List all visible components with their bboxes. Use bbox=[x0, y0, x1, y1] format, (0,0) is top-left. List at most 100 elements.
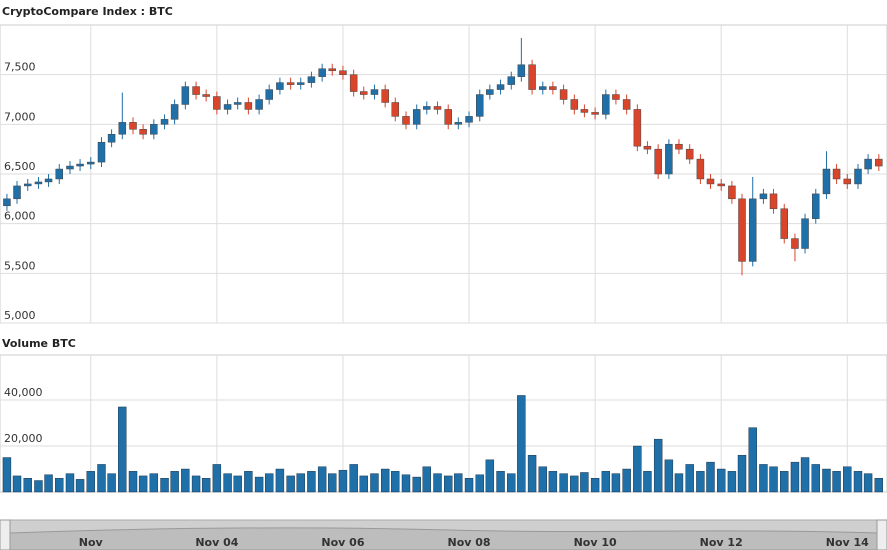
candle-body bbox=[728, 185, 736, 200]
candle-body bbox=[34, 181, 43, 185]
candle-body bbox=[612, 94, 620, 100]
volume-bar bbox=[212, 464, 222, 493]
candle-body bbox=[591, 112, 599, 115]
candle-body bbox=[107, 134, 116, 143]
volume-bar bbox=[496, 471, 505, 493]
candle-body bbox=[875, 158, 883, 167]
y-tick-label: 40,000 bbox=[4, 386, 43, 399]
candle-body bbox=[412, 109, 421, 125]
volume-bar bbox=[264, 473, 274, 493]
candle-body bbox=[602, 94, 610, 115]
volume-bar bbox=[706, 461, 715, 493]
volume-bar bbox=[317, 466, 327, 493]
candle-body bbox=[528, 64, 536, 90]
candle-body bbox=[507, 76, 516, 85]
candle-body bbox=[66, 165, 74, 170]
candle-body bbox=[118, 122, 127, 135]
candle-body bbox=[738, 198, 746, 262]
volume-bar bbox=[275, 468, 285, 493]
candle-body bbox=[202, 94, 210, 97]
candle-body bbox=[454, 122, 463, 125]
volume-bar bbox=[538, 466, 547, 493]
candle-body bbox=[223, 104, 232, 110]
volume-bar bbox=[853, 471, 863, 493]
volume-bar bbox=[296, 473, 305, 493]
volume-bar bbox=[359, 475, 368, 493]
volume-bar bbox=[454, 473, 463, 493]
volume-bar bbox=[580, 472, 589, 493]
volume-bar bbox=[737, 455, 747, 493]
volume-bar bbox=[811, 464, 820, 493]
candle-body bbox=[675, 143, 683, 150]
volume-bar bbox=[590, 478, 600, 493]
x-tick-label: Nov 10 bbox=[574, 536, 617, 549]
volume-bar bbox=[128, 471, 138, 493]
candle-body bbox=[339, 70, 347, 75]
volume-bar bbox=[800, 457, 810, 493]
candle-body bbox=[391, 102, 400, 117]
candle-body bbox=[97, 141, 106, 163]
navigator-handle[interactable] bbox=[0, 519, 11, 550]
candle-body bbox=[486, 89, 494, 95]
volume-bar bbox=[611, 473, 621, 493]
navigator-handle[interactable] bbox=[876, 519, 887, 550]
volume-bar bbox=[201, 478, 211, 493]
volume-bar bbox=[65, 473, 75, 493]
price-title: CryptoCompare Index : BTC bbox=[2, 5, 173, 18]
candle-body bbox=[580, 109, 589, 113]
candle-body bbox=[328, 68, 336, 71]
volume-bar bbox=[328, 473, 337, 493]
candle-body bbox=[192, 86, 200, 95]
x-tick-label: Nov 08 bbox=[447, 536, 490, 549]
volume-bar bbox=[412, 476, 421, 493]
candle-body bbox=[780, 208, 788, 239]
candle-body bbox=[213, 96, 221, 110]
candle-body bbox=[265, 89, 273, 100]
candle-body bbox=[255, 99, 263, 110]
volume-bar bbox=[233, 475, 242, 493]
volume-bar bbox=[138, 475, 148, 493]
volume-bar bbox=[170, 471, 179, 493]
candle-body bbox=[465, 116, 473, 123]
candle-body bbox=[318, 68, 326, 77]
volume-bar bbox=[118, 406, 127, 493]
candle-body bbox=[129, 122, 137, 130]
volume-bar bbox=[12, 475, 22, 493]
candle-body bbox=[633, 109, 642, 147]
candle-body bbox=[55, 168, 64, 180]
volume-bar bbox=[380, 468, 390, 493]
candle-body bbox=[76, 163, 84, 167]
candle-body bbox=[822, 168, 831, 195]
volume-bar bbox=[664, 459, 674, 493]
candle-body bbox=[139, 129, 147, 135]
candle-body bbox=[854, 168, 862, 185]
candle-body bbox=[296, 82, 305, 85]
candle-body bbox=[402, 116, 410, 125]
candle-body bbox=[832, 168, 841, 180]
candle-body bbox=[748, 198, 757, 262]
candle-body bbox=[791, 238, 799, 249]
candle-body bbox=[349, 74, 358, 92]
candle-body bbox=[276, 82, 284, 90]
volume-bar bbox=[44, 474, 53, 493]
volume-bar bbox=[475, 474, 484, 493]
volume-bar bbox=[843, 466, 852, 493]
volume-bar bbox=[86, 471, 95, 493]
volume-bar bbox=[149, 473, 159, 493]
volume-bar bbox=[422, 466, 431, 493]
volume-bar bbox=[223, 473, 232, 493]
volume-bar bbox=[570, 475, 579, 493]
candle-body bbox=[423, 106, 431, 110]
volume-bar bbox=[401, 474, 411, 493]
volume-bar bbox=[55, 478, 64, 493]
candle-body bbox=[3, 198, 11, 207]
volume-bar bbox=[507, 473, 516, 493]
candle-body bbox=[665, 143, 673, 175]
candle-body bbox=[170, 104, 179, 120]
volume-bar bbox=[23, 478, 32, 493]
volume-bar bbox=[653, 438, 663, 493]
y-tick-label: 6,000 bbox=[4, 210, 36, 223]
volume-bar bbox=[181, 468, 190, 493]
candle-body bbox=[549, 86, 557, 90]
